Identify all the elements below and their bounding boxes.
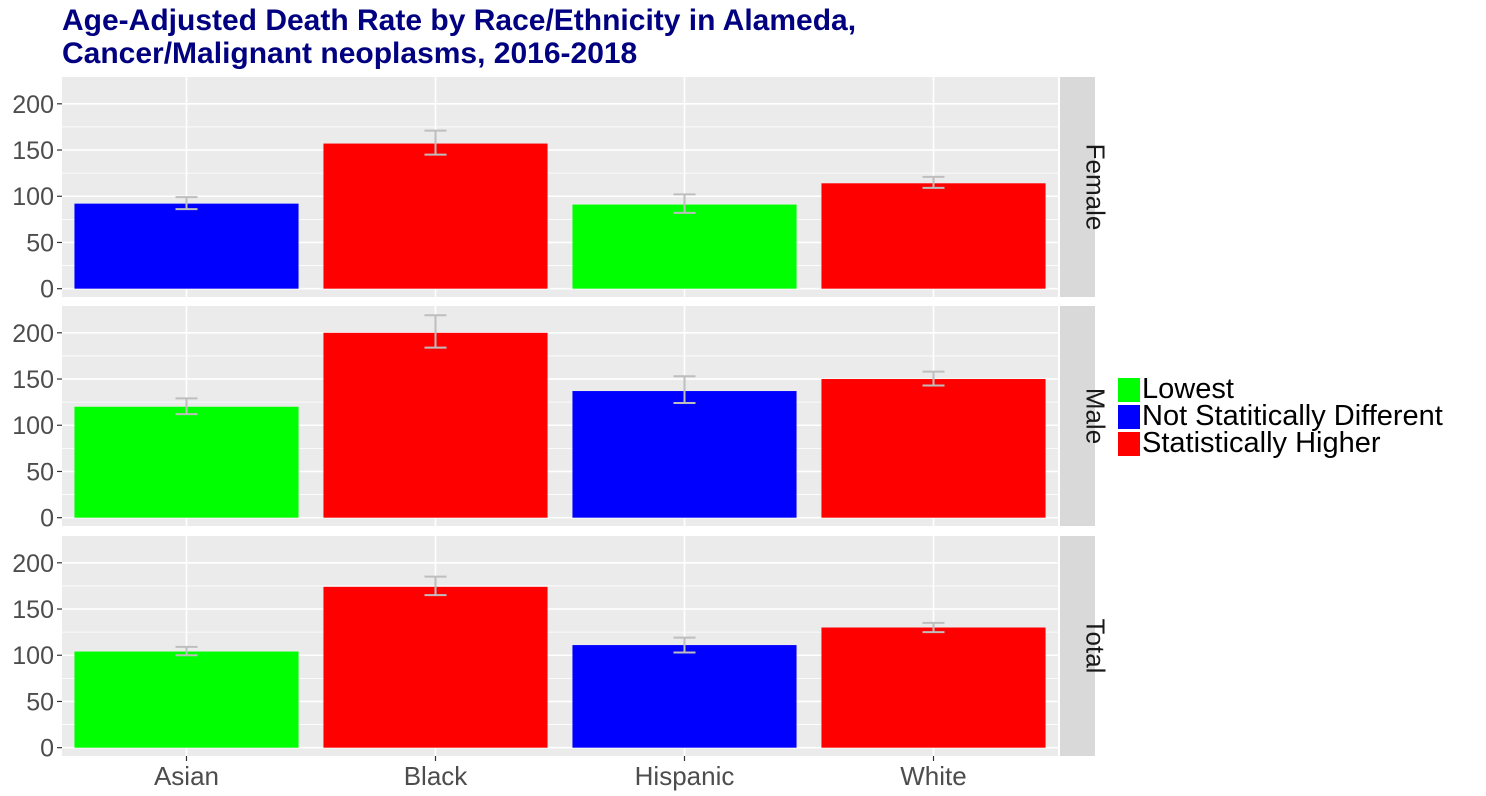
y-tick-label: 150 (12, 137, 54, 165)
facet-label-total: Total (1081, 619, 1111, 674)
legend-key-not-different (1118, 404, 1140, 429)
bar-total-white (821, 627, 1046, 748)
facet-strip-female (1060, 77, 1095, 297)
bar-male-hispanic (572, 391, 797, 518)
x-category-label-white: White (900, 761, 966, 791)
y-tick-label: 100 (12, 183, 54, 211)
facet-label-male: Male (1081, 388, 1111, 444)
y-tick-label: 200 (12, 320, 54, 348)
facet-strip-total (1060, 536, 1095, 756)
bar-male-white (821, 379, 1046, 518)
bar-male-black (323, 332, 548, 518)
y-tick-label: 50 (26, 229, 54, 257)
chart-title-line-2: Cancer/Malignant neoplasms, 2016-2018 (62, 37, 638, 70)
y-tick-label: 200 (12, 550, 54, 578)
bar-female-black (323, 143, 548, 289)
y-tick-label: 150 (12, 366, 54, 394)
bar-female-asian (74, 203, 299, 289)
chart-title-line-1: Age-Adjusted Death Rate by Race/Ethnicit… (62, 4, 857, 37)
legend: Lowest Not Statitically Different Statis… (1118, 373, 1443, 459)
y-tick-label: 150 (12, 596, 54, 624)
y-tick-label: 100 (12, 642, 54, 670)
legend-item-not-different: Not Statitically Different (1118, 400, 1443, 432)
bar-female-white (821, 183, 1046, 289)
bar-total-hispanic (572, 645, 797, 748)
x-category-label-asian: Asian (154, 761, 219, 791)
legend-key-lowest (1118, 377, 1140, 402)
legend-key-higher (1118, 431, 1140, 456)
bar-total-asian (74, 651, 299, 748)
y-tick-label: 200 (12, 91, 54, 119)
chart-title: Age-Adjusted Death Rate by Race/Ethnicit… (62, 4, 856, 70)
facet-strip-male (1060, 306, 1095, 526)
y-tick-label: 0 (40, 276, 54, 304)
x-category-label-hispanic: Hispanic (635, 761, 735, 791)
y-tick-label: 0 (40, 735, 54, 763)
bar-male-asian (74, 406, 299, 518)
y-tick-label: 100 (12, 412, 54, 440)
facet-label-female: Female (1081, 144, 1111, 231)
y-tick-label: 50 (26, 458, 54, 486)
x-category-label-black: Black (404, 761, 469, 791)
legend-label-not-different: Not Statitically Different (1142, 400, 1443, 432)
y-tick-label: 50 (26, 688, 54, 716)
legend-item-lowest: Lowest (1118, 373, 1443, 405)
y-tick-label: 0 (40, 505, 54, 533)
bar-total-black (323, 586, 548, 748)
legend-label-higher: Statistically Higher (1142, 427, 1381, 459)
legend-label-lowest: Lowest (1142, 373, 1234, 405)
legend-item-higher: Statistically Higher (1118, 427, 1443, 459)
bar-female-hispanic (572, 204, 797, 289)
